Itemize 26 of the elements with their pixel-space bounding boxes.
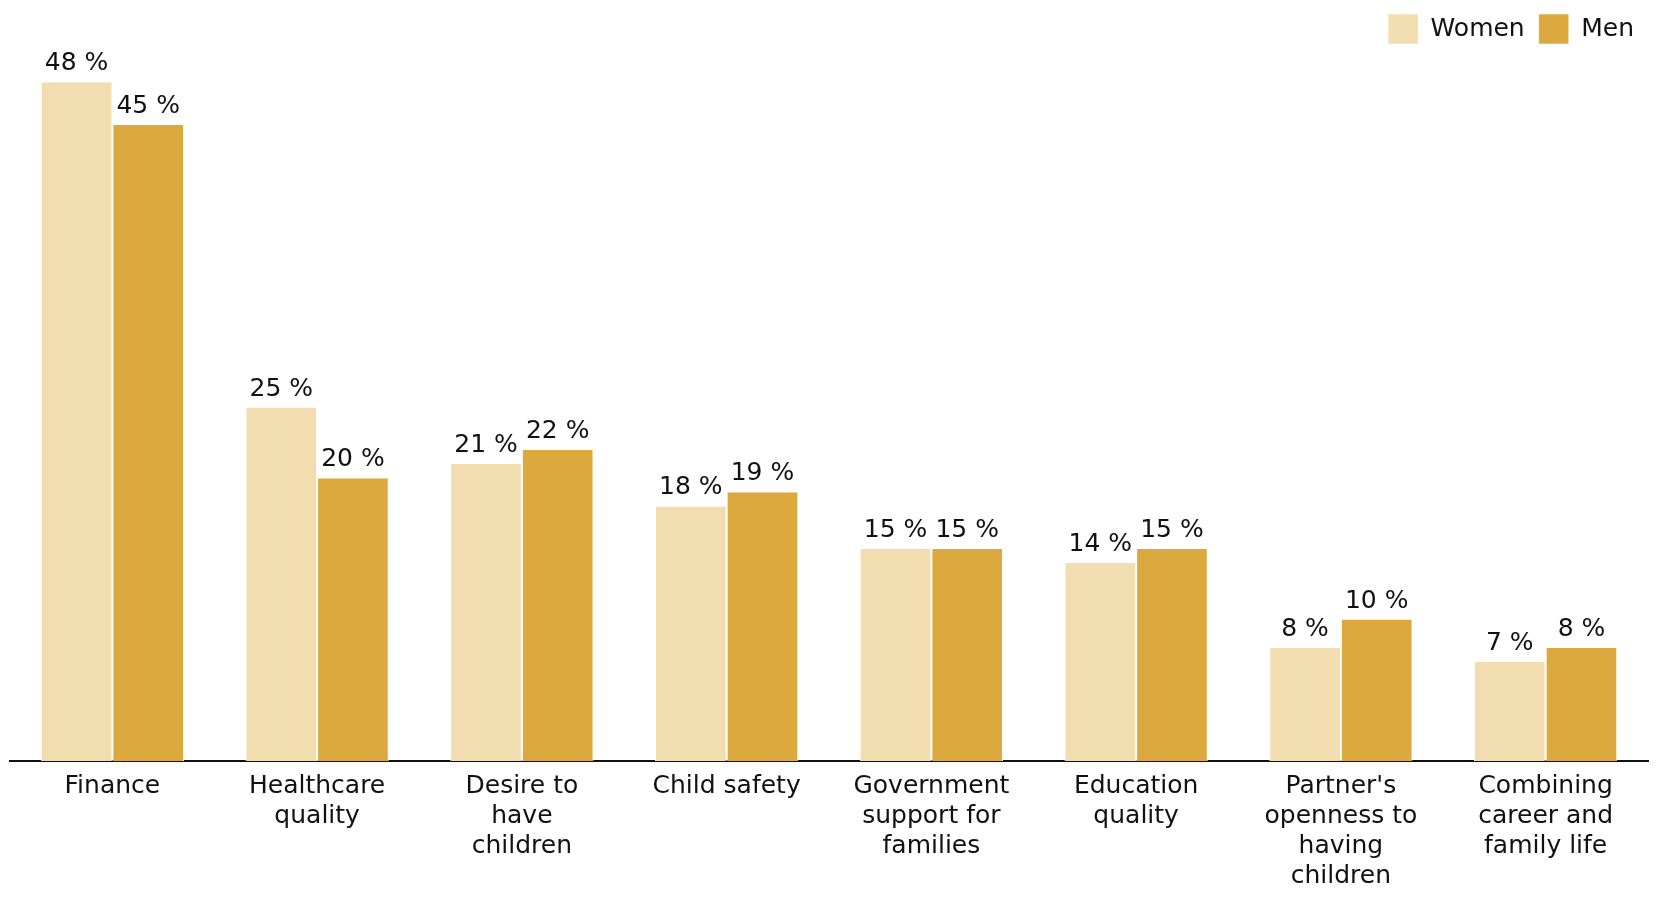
x-tick-label: Combining career and family life xyxy=(1478,769,1614,859)
data-label: 25 % xyxy=(249,372,314,402)
data-label: 8 % xyxy=(1281,612,1329,642)
data-label: 45 % xyxy=(116,89,180,119)
data-label: 7 % xyxy=(1485,627,1534,657)
data-label: 48 % xyxy=(44,47,109,77)
data-label: 22 % xyxy=(525,414,590,444)
legend-label: Women xyxy=(1430,12,1525,42)
data-label: 15 % xyxy=(863,513,928,543)
legend-label: Men xyxy=(1581,12,1634,42)
x-tick-label: Partner's openness to having children xyxy=(1264,769,1418,889)
data-label: 19 % xyxy=(730,457,795,487)
data-label: 15 % xyxy=(1140,513,1204,543)
x-tick-label: Finance xyxy=(64,769,161,799)
data-label: 20 % xyxy=(321,443,385,473)
data-label: 8 % xyxy=(1557,612,1606,642)
x-tick-label: Healthcare quality xyxy=(248,769,386,829)
x-tick-label: Child safety xyxy=(652,769,801,799)
x-tick-label: Government support for families xyxy=(853,769,1010,859)
data-label: 21 % xyxy=(454,429,518,459)
data-label: 14 % xyxy=(1068,528,1133,558)
x-tick-label: Desire to have children xyxy=(465,769,579,859)
x-tick-label: Education quality xyxy=(1073,769,1199,829)
data-label: 15 % xyxy=(935,513,999,543)
data-label: 10 % xyxy=(1344,584,1409,614)
data-label: 18 % xyxy=(659,471,723,501)
